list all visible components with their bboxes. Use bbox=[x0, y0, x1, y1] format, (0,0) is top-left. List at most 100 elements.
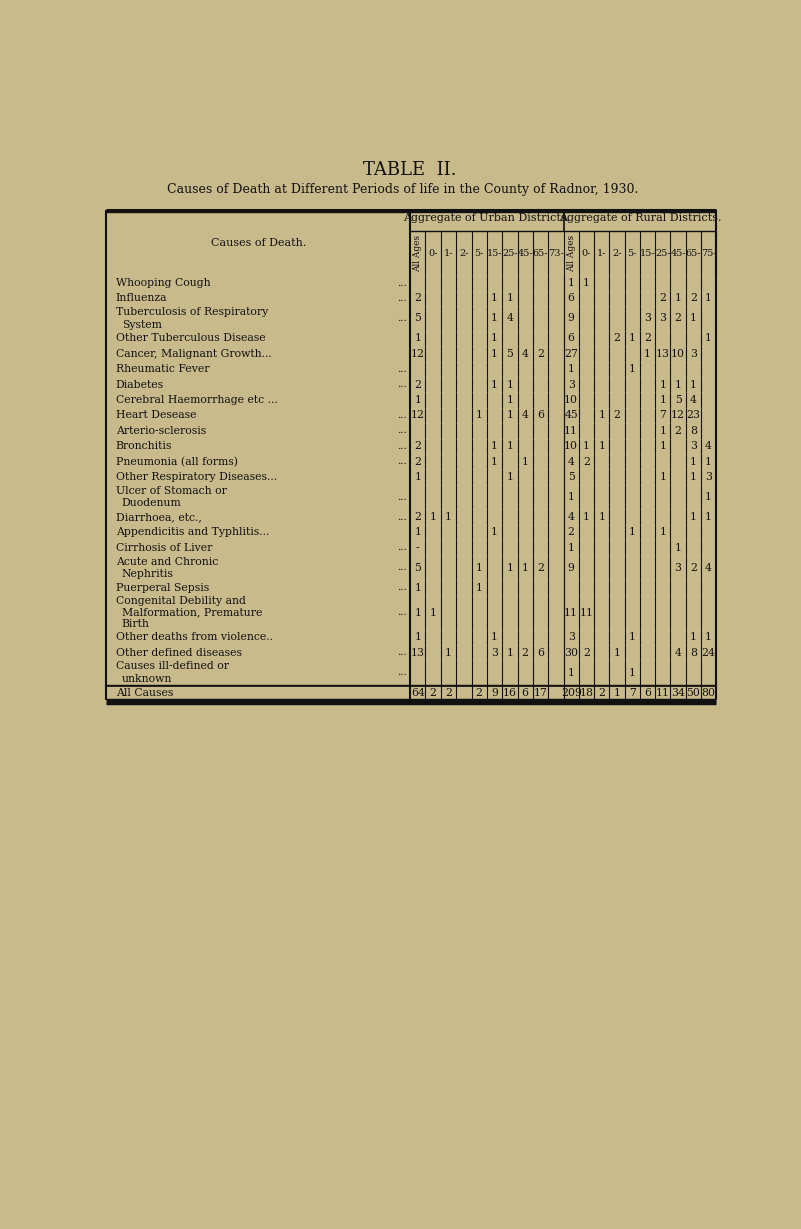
Text: 15-: 15- bbox=[640, 248, 655, 258]
Text: Cancer, Malignant Growth...: Cancer, Malignant Growth... bbox=[115, 349, 272, 359]
Text: 1: 1 bbox=[690, 380, 697, 390]
Text: 1: 1 bbox=[521, 457, 529, 467]
Text: Appendicitis and Typhlitis...: Appendicitis and Typhlitis... bbox=[115, 527, 269, 537]
Text: 2: 2 bbox=[674, 425, 682, 436]
Text: 5: 5 bbox=[414, 563, 421, 573]
Text: 3: 3 bbox=[491, 648, 498, 658]
Text: Diabetes: Diabetes bbox=[115, 380, 163, 390]
Text: 73-: 73- bbox=[548, 248, 564, 258]
Text: 2: 2 bbox=[690, 294, 697, 304]
Text: 1: 1 bbox=[674, 380, 682, 390]
Text: ...: ... bbox=[397, 563, 407, 573]
Text: 6: 6 bbox=[537, 410, 544, 420]
Text: 1: 1 bbox=[429, 512, 437, 522]
Text: 25-: 25- bbox=[502, 248, 517, 258]
Text: 2: 2 bbox=[690, 563, 697, 573]
Text: 1: 1 bbox=[491, 632, 498, 643]
Text: 3: 3 bbox=[659, 313, 666, 323]
Text: 24: 24 bbox=[702, 648, 715, 658]
Text: 1: 1 bbox=[690, 632, 697, 643]
Text: 1: 1 bbox=[705, 632, 712, 643]
Text: ...: ... bbox=[397, 365, 407, 374]
Text: 1: 1 bbox=[414, 395, 421, 406]
Text: 4: 4 bbox=[705, 563, 712, 573]
Text: 1: 1 bbox=[629, 364, 636, 375]
Text: 4: 4 bbox=[674, 648, 682, 658]
Text: 4: 4 bbox=[690, 395, 697, 406]
Text: 5-: 5- bbox=[474, 248, 484, 258]
Text: 12: 12 bbox=[411, 349, 425, 359]
Text: ...: ... bbox=[397, 410, 407, 420]
Text: 1: 1 bbox=[629, 527, 636, 537]
Text: 16: 16 bbox=[503, 688, 517, 698]
Text: 1: 1 bbox=[506, 410, 513, 420]
Text: 1: 1 bbox=[705, 333, 712, 343]
Text: 13: 13 bbox=[411, 648, 425, 658]
Text: 2: 2 bbox=[659, 294, 666, 304]
Text: 10: 10 bbox=[671, 349, 685, 359]
Text: 65-: 65- bbox=[533, 248, 549, 258]
Text: 1: 1 bbox=[568, 278, 574, 288]
Text: 50: 50 bbox=[686, 688, 700, 698]
Text: 1: 1 bbox=[491, 313, 498, 323]
Text: Cerebral Haemorrhage etc ...: Cerebral Haemorrhage etc ... bbox=[115, 395, 277, 406]
Text: System: System bbox=[122, 320, 162, 329]
Text: 1: 1 bbox=[491, 527, 498, 537]
Text: 6: 6 bbox=[644, 688, 651, 698]
Text: 2: 2 bbox=[583, 648, 590, 658]
Text: ...: ... bbox=[397, 441, 407, 451]
Text: TABLE  II.: TABLE II. bbox=[364, 161, 457, 178]
Text: 1: 1 bbox=[506, 395, 513, 406]
Text: Congenital Debility and: Congenital Debility and bbox=[115, 596, 245, 606]
Text: Diarrhoea, etc.,: Diarrhoea, etc., bbox=[115, 512, 202, 522]
Text: 6: 6 bbox=[537, 648, 544, 658]
Text: All Ages: All Ages bbox=[413, 235, 422, 272]
Text: 1: 1 bbox=[659, 472, 666, 482]
Text: 3: 3 bbox=[644, 313, 651, 323]
Text: Acute and Chronic: Acute and Chronic bbox=[115, 557, 218, 567]
Text: 2: 2 bbox=[476, 688, 483, 698]
Text: 1: 1 bbox=[506, 472, 513, 482]
Text: 1: 1 bbox=[476, 583, 483, 592]
Text: 1: 1 bbox=[690, 472, 697, 482]
Text: 1: 1 bbox=[445, 648, 452, 658]
Text: 9: 9 bbox=[568, 563, 574, 573]
Text: 1: 1 bbox=[644, 349, 651, 359]
Text: 1: 1 bbox=[690, 457, 697, 467]
Text: 1: 1 bbox=[598, 441, 606, 451]
Text: 1: 1 bbox=[491, 294, 498, 304]
Text: 1: 1 bbox=[506, 648, 513, 658]
Text: 1: 1 bbox=[690, 313, 697, 323]
Text: 11: 11 bbox=[579, 607, 594, 617]
Text: 1: 1 bbox=[659, 425, 666, 436]
Text: Nephritis: Nephritis bbox=[122, 569, 174, 579]
Text: 4: 4 bbox=[568, 512, 574, 522]
Text: 12: 12 bbox=[411, 410, 425, 420]
Text: 10: 10 bbox=[564, 441, 578, 451]
Text: 1: 1 bbox=[583, 441, 590, 451]
Text: 5: 5 bbox=[568, 472, 574, 482]
Text: ...: ... bbox=[397, 380, 407, 390]
Text: 1: 1 bbox=[705, 492, 712, 503]
Text: 3: 3 bbox=[690, 349, 697, 359]
Text: 45-: 45- bbox=[517, 248, 533, 258]
Text: Other Respiratory Diseases...: Other Respiratory Diseases... bbox=[115, 472, 277, 482]
Text: 1: 1 bbox=[491, 349, 498, 359]
Text: 1: 1 bbox=[476, 410, 483, 420]
Text: 209: 209 bbox=[561, 688, 582, 698]
Text: 2: 2 bbox=[614, 410, 621, 420]
Text: ...: ... bbox=[397, 608, 407, 617]
Text: 64: 64 bbox=[411, 688, 425, 698]
Text: 2: 2 bbox=[537, 563, 544, 573]
Text: 0-: 0- bbox=[429, 248, 438, 258]
Text: Heart Desease: Heart Desease bbox=[115, 410, 196, 420]
Text: Birth: Birth bbox=[122, 619, 150, 629]
Text: 3: 3 bbox=[568, 632, 574, 643]
Text: 2: 2 bbox=[537, 349, 544, 359]
Text: 3: 3 bbox=[705, 472, 712, 482]
Text: 4: 4 bbox=[506, 313, 513, 323]
Text: 27: 27 bbox=[564, 349, 578, 359]
Text: 2: 2 bbox=[414, 441, 421, 451]
Text: 80: 80 bbox=[702, 688, 715, 698]
Text: 34: 34 bbox=[671, 688, 685, 698]
